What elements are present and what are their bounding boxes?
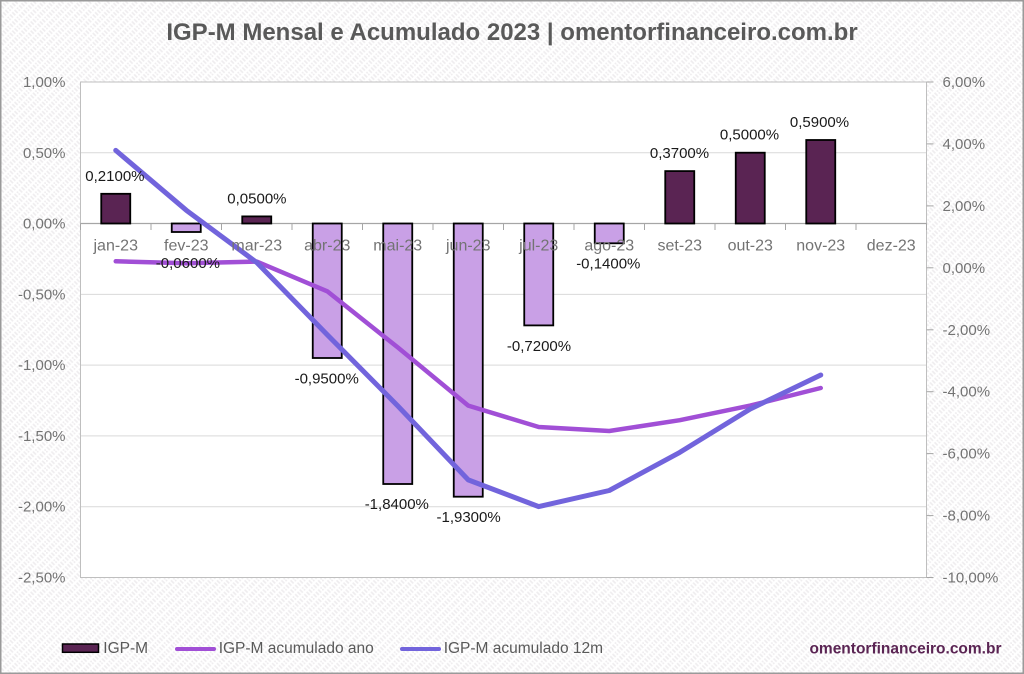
svg-text:0,3700%: 0,3700% xyxy=(650,145,709,162)
svg-text:-0,0600%: -0,0600% xyxy=(156,255,220,272)
svg-text:-1,00%: -1,00% xyxy=(18,357,66,374)
svg-text:0,0500%: 0,0500% xyxy=(227,190,286,207)
svg-text:IGP-M acumulado ano: IGP-M acumulado ano xyxy=(219,640,374,657)
svg-text:-1,9300%: -1,9300% xyxy=(436,509,500,526)
svg-text:mar-23: mar-23 xyxy=(231,238,282,255)
svg-text:set-23: set-23 xyxy=(658,238,703,255)
svg-text:out-23: out-23 xyxy=(728,238,773,255)
svg-text:jun-23: jun-23 xyxy=(445,238,491,255)
svg-text:fev-23: fev-23 xyxy=(164,238,209,255)
svg-text:1,00%: 1,00% xyxy=(23,74,66,91)
svg-text:omentorfinanceiro.com.br: omentorfinanceiro.com.br xyxy=(809,641,1001,658)
svg-text:-0,50%: -0,50% xyxy=(18,286,66,303)
svg-text:abr-23: abr-23 xyxy=(304,238,350,255)
svg-text:-4,00%: -4,00% xyxy=(943,384,991,401)
svg-text:-2,50%: -2,50% xyxy=(18,570,66,587)
svg-text:jan-23: jan-23 xyxy=(93,238,139,255)
svg-text:mai-23: mai-23 xyxy=(373,238,422,255)
svg-text:-1,50%: -1,50% xyxy=(18,428,66,445)
svg-text:6,00%: 6,00% xyxy=(943,74,986,91)
svg-text:0,5000%: 0,5000% xyxy=(720,127,779,144)
svg-text:-8,00%: -8,00% xyxy=(943,508,991,525)
svg-text:0,5900%: 0,5900% xyxy=(790,114,849,131)
svg-text:0,2100%: 0,2100% xyxy=(85,168,144,185)
svg-text:-0,9500%: -0,9500% xyxy=(295,371,359,388)
svg-text:nov-23: nov-23 xyxy=(796,238,845,255)
svg-text:0,50%: 0,50% xyxy=(23,145,66,162)
svg-text:IGP-M acumulado 12m: IGP-M acumulado 12m xyxy=(444,640,603,657)
svg-text:ago-23: ago-23 xyxy=(584,238,634,255)
svg-text:-0,7200%: -0,7200% xyxy=(507,338,571,355)
svg-text:-6,00%: -6,00% xyxy=(943,446,991,463)
svg-text:IGP-M: IGP-M xyxy=(103,640,148,657)
svg-text:0,00%: 0,00% xyxy=(23,216,66,233)
svg-text:4,00%: 4,00% xyxy=(943,136,986,153)
svg-text:-10,00%: -10,00% xyxy=(943,570,999,587)
svg-text:-2,00%: -2,00% xyxy=(943,322,991,339)
svg-text:jul-23: jul-23 xyxy=(518,238,558,255)
svg-text:-0,1400%: -0,1400% xyxy=(576,255,640,272)
svg-text:IGP-M Mensal e Acumulado 2023: IGP-M Mensal e Acumulado 2023 | omentorf… xyxy=(166,19,857,46)
svg-text:dez-23: dez-23 xyxy=(867,238,916,255)
svg-text:-1,8400%: -1,8400% xyxy=(365,496,429,513)
svg-text:-2,00%: -2,00% xyxy=(18,499,66,516)
svg-text:2,00%: 2,00% xyxy=(943,198,986,215)
svg-text:0,00%: 0,00% xyxy=(943,260,986,277)
